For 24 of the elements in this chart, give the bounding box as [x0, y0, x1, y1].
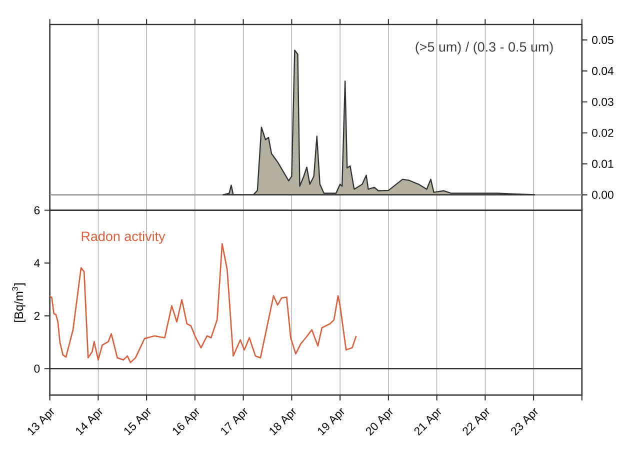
y-tick-label: 0.02: [592, 128, 614, 138]
y-tick-label: 0.05: [592, 36, 614, 44]
x-tick-label: 14 Apr: [76, 408, 102, 436]
series-label: Radon activity: [82, 231, 166, 244]
x-tick-label: 18 Apr: [270, 408, 296, 436]
x-tick-label: 17 Apr: [221, 408, 248, 436]
y-tick-label: 0: [34, 364, 40, 373]
x-tick-label: 23 Apr: [511, 408, 538, 436]
x-tick-label: 15 Apr: [124, 408, 151, 436]
x-tick-label: 19 Apr: [318, 408, 344, 436]
y-tick-label: 0.03: [592, 98, 614, 106]
y-tick-label: 2: [34, 312, 40, 320]
x-tick-label: 20 Apr: [366, 408, 393, 436]
y-tick-label: 4: [34, 259, 40, 268]
x-tick-label: 21 Apr: [414, 408, 442, 436]
y-tick-label: 0.01: [592, 160, 614, 168]
y-tick-label: 6: [34, 206, 40, 214]
x-tick-label: 16 Apr: [172, 408, 200, 436]
text: (>5 um) / (0.3 - 0.5 um): [416, 42, 553, 54]
y-tick-label: 0.04: [592, 67, 614, 76]
y-axis-title: [Bq/m$^{3}$]: [12, 284, 26, 322]
x-tick-label: 13 Apr: [28, 408, 54, 436]
y-tick-label: 0.00: [592, 190, 614, 199]
x-tick-label: 22 Apr: [462, 408, 490, 436]
